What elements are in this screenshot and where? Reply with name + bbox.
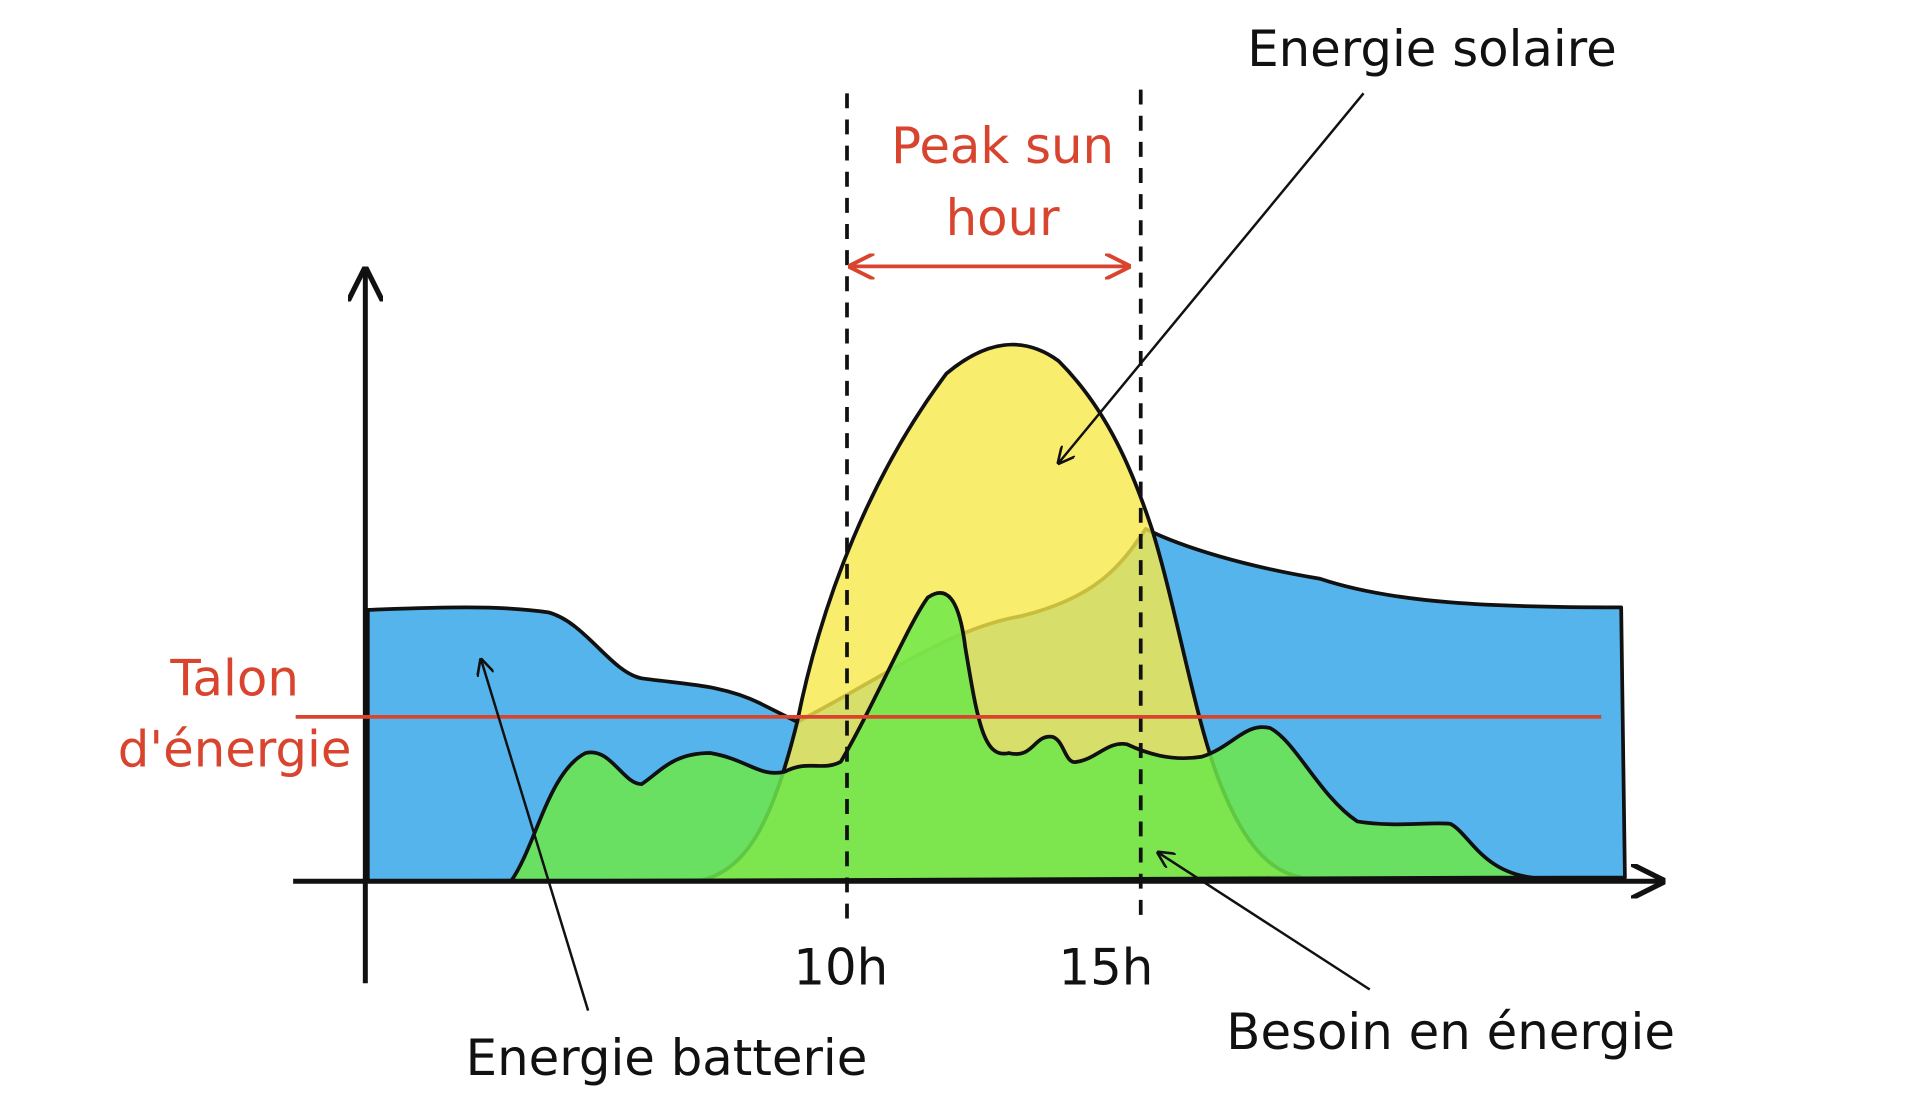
base-label: d'énergie xyxy=(118,721,352,779)
peak-label: hour xyxy=(946,189,1061,247)
battery-pointer xyxy=(481,660,590,1012)
base-label: Talon xyxy=(169,650,298,708)
end-label: 15h xyxy=(1058,938,1153,996)
need-pointer xyxy=(1158,853,1371,991)
solar-pointer xyxy=(1059,92,1365,463)
start-label: 10h xyxy=(793,938,888,996)
need-area xyxy=(509,591,1534,884)
need-label: Besoin en énergie xyxy=(1226,1003,1675,1061)
peak-label: Peak sun xyxy=(891,117,1114,175)
battery-label: Energie batterie xyxy=(466,1029,868,1087)
solar-label: Energie solaire xyxy=(1247,20,1617,78)
